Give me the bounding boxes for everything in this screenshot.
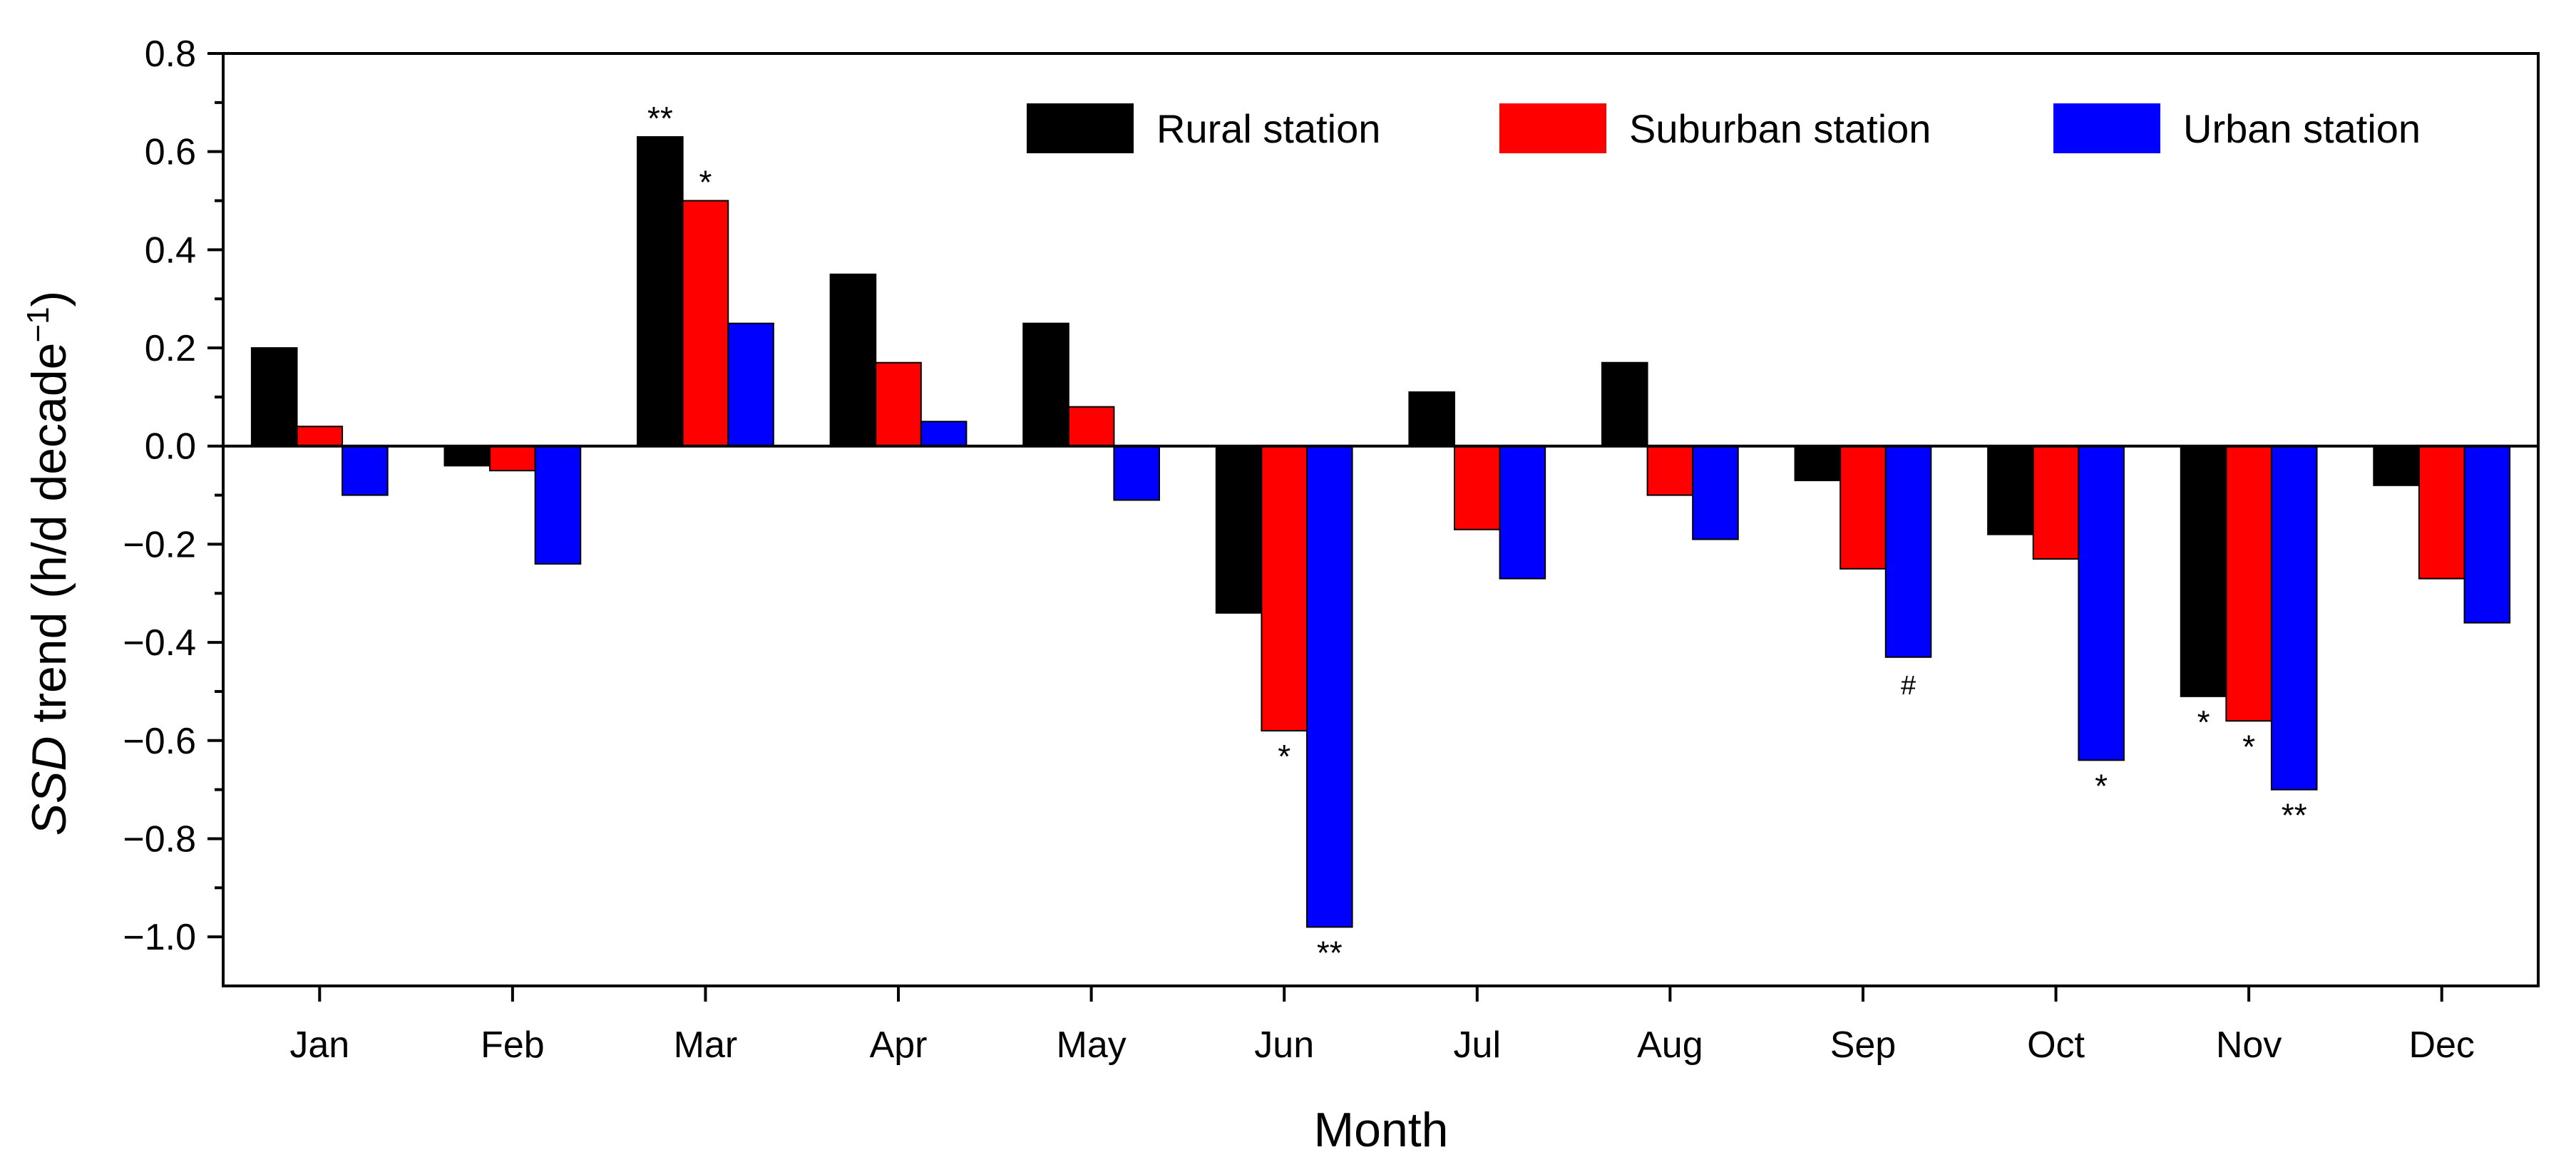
significance-marker: * [699, 164, 712, 201]
significance-marker: * [2242, 728, 2255, 765]
bar-urban-station [727, 322, 774, 447]
y-tick-label: −1.0 [123, 917, 196, 958]
bar-rural-station [637, 136, 684, 447]
bar-rural-station [1215, 445, 1263, 614]
y-axis-title-superscript: −1 [21, 307, 56, 342]
significance-marker: * [2197, 704, 2210, 741]
bar-suburban-station [1646, 445, 1694, 496]
bar-suburban-station [1067, 406, 1115, 447]
bar-rural-station [2180, 445, 2227, 697]
y-axis: 0.8 0.6 0.4 0.2 0.0 −0.2 −0.4 −0.6 −0.8 −1.0 [123, 34, 223, 958]
bar-suburban-station [682, 200, 729, 447]
bar-urban-station [1884, 445, 1932, 658]
x-axis: Jan Feb Mar Apr May Jun Jul Aug Sep Oct Nov Dec [289, 986, 2475, 1066]
y-tick-label: 0.0 [145, 426, 196, 468]
bar-rural-station [1408, 391, 1455, 447]
bar-urban-station [1692, 445, 1739, 540]
legend: Rural station Suburban station Urban stati… [1027, 103, 2421, 153]
bar-suburban-station [2225, 445, 2272, 722]
bar-urban-station [2463, 445, 2511, 624]
significance-marker: * [1278, 738, 1290, 775]
x-tick-label: Jun [1254, 1024, 1314, 1066]
legend-label: Urban station [2183, 106, 2421, 151]
x-tick-label: May [1057, 1024, 1127, 1066]
x-tick-label: Apr [870, 1024, 928, 1066]
y-tick-label: −0.4 [123, 622, 196, 664]
bar-suburban-station [1453, 445, 1501, 530]
bar-rural-station [443, 445, 491, 467]
y-tick-label: −0.6 [123, 721, 196, 762]
x-tick-label: Feb [481, 1024, 545, 1066]
bar-suburban-station [875, 361, 922, 447]
bar-suburban-station [489, 445, 536, 472]
bar-urban-station [342, 445, 389, 496]
y-tick-label: −0.2 [123, 524, 196, 565]
y-axis-title-close: ) [22, 291, 76, 307]
bars-layer [250, 136, 2511, 928]
bar-urban-station [534, 445, 582, 565]
x-tick-label: Jul [1454, 1024, 1501, 1066]
y-axis-title: SSD trend (h/d decade−1) [21, 291, 77, 836]
plot-frame [222, 52, 2540, 987]
x-tick-label: Nov [2216, 1024, 2282, 1066]
x-tick-label: Dec [2408, 1024, 2474, 1066]
significance-marker: ** [1317, 934, 1343, 971]
y-tick-label: −0.8 [123, 818, 196, 860]
significance-marker: # [1901, 671, 1916, 701]
bar-suburban-station [2032, 445, 2080, 560]
significance-marker: ** [647, 100, 673, 137]
x-tick-label: Jan [289, 1024, 349, 1066]
bar-rural-station [1987, 445, 2034, 535]
bar-suburban-station [1261, 445, 1308, 732]
y-tick-label: 0.4 [145, 230, 196, 271]
significance-marker: * [2095, 767, 2108, 804]
x-tick-label: Mar [674, 1024, 738, 1066]
bar-urban-station [920, 421, 968, 447]
x-tick-label: Sep [1830, 1024, 1897, 1066]
significance-markers: ***** ***#*** [647, 100, 2307, 971]
bar-urban-station [1306, 445, 1353, 928]
y-axis-title-main: trend (h/d decade [22, 343, 76, 736]
significance-marker: ** [2282, 797, 2307, 834]
bar-rural-station [2373, 445, 2420, 486]
y-tick-label: 0.8 [145, 34, 196, 75]
y-tick-label: 0.2 [145, 328, 196, 369]
y-axis-title-italic: SSD [22, 736, 76, 836]
bar-urban-station [1499, 445, 1546, 580]
bar-suburban-station [296, 426, 344, 447]
y-tick-label: 0.6 [145, 132, 196, 173]
bar-rural-station [829, 273, 877, 447]
legend-label: Rural station [1156, 106, 1380, 151]
x-tick-label: Oct [2027, 1024, 2085, 1066]
bar-rural-station [250, 347, 298, 447]
legend-swatch [1499, 103, 1606, 153]
bar-urban-station [2270, 445, 2318, 791]
bar-rural-station [1022, 322, 1069, 447]
bar-urban-station [1113, 445, 1161, 501]
legend-swatch [1027, 103, 1134, 153]
bar-urban-station [2078, 445, 2125, 761]
legend-swatch [2053, 103, 2160, 153]
legend-label: Suburban station [1629, 106, 1931, 151]
bar-rural-station [1794, 445, 1842, 481]
bar-suburban-station [1839, 445, 1887, 570]
x-axis-title: Month [1314, 1103, 1449, 1157]
x-tick-label: Aug [1637, 1024, 1703, 1066]
bar-rural-station [1601, 361, 1648, 447]
bar-suburban-station [2418, 445, 2465, 580]
